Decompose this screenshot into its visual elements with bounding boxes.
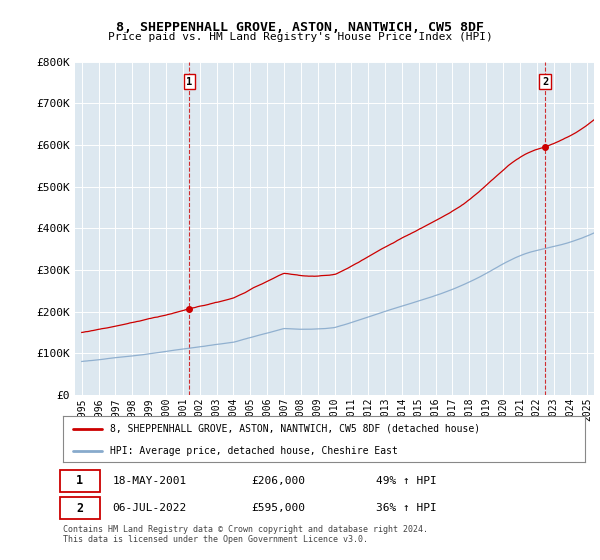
Text: £206,000: £206,000 — [251, 476, 305, 486]
FancyBboxPatch shape — [61, 470, 100, 492]
Text: 2: 2 — [542, 77, 548, 87]
Text: Contains HM Land Registry data © Crown copyright and database right 2024.: Contains HM Land Registry data © Crown c… — [63, 525, 428, 534]
Text: 36% ↑ HPI: 36% ↑ HPI — [376, 503, 437, 513]
Text: 49% ↑ HPI: 49% ↑ HPI — [376, 476, 437, 486]
Text: £595,000: £595,000 — [251, 503, 305, 513]
Text: 1: 1 — [186, 77, 193, 87]
Text: Price paid vs. HM Land Registry's House Price Index (HPI): Price paid vs. HM Land Registry's House … — [107, 32, 493, 43]
Text: 18-MAY-2001: 18-MAY-2001 — [113, 476, 187, 486]
Text: This data is licensed under the Open Government Licence v3.0.: This data is licensed under the Open Gov… — [63, 535, 368, 544]
Text: 1: 1 — [76, 474, 83, 487]
Text: 8, SHEPPENHALL GROVE, ASTON, NANTWICH, CW5 8DF (detached house): 8, SHEPPENHALL GROVE, ASTON, NANTWICH, C… — [110, 424, 480, 434]
Text: 8, SHEPPENHALL GROVE, ASTON, NANTWICH, CW5 8DF: 8, SHEPPENHALL GROVE, ASTON, NANTWICH, C… — [116, 21, 484, 34]
FancyBboxPatch shape — [61, 497, 100, 519]
Text: 06-JUL-2022: 06-JUL-2022 — [113, 503, 187, 513]
Text: 2: 2 — [76, 502, 83, 515]
Text: HPI: Average price, detached house, Cheshire East: HPI: Average price, detached house, Ches… — [110, 446, 398, 455]
